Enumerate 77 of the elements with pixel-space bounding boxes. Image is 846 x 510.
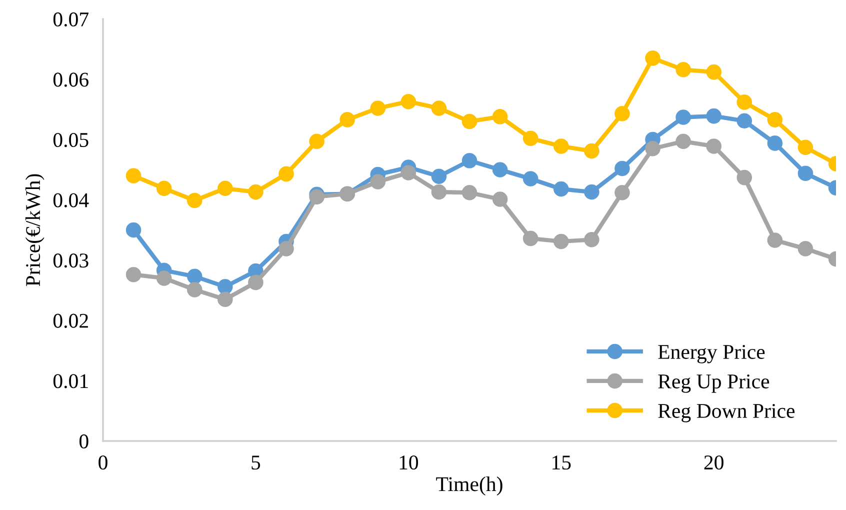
- point: [186, 192, 202, 208]
- x-tick-label: 15: [552, 456, 571, 470]
- point: [462, 153, 478, 168]
- point: [706, 138, 722, 154]
- y-tick-label: 0.05: [53, 132, 88, 148]
- point: [186, 268, 202, 284]
- point: [522, 230, 538, 246]
- point: [126, 266, 142, 282]
- point: [736, 94, 752, 110]
- y-tick-label: 0.01: [53, 374, 88, 388]
- point: [798, 140, 814, 156]
- point: [584, 184, 600, 200]
- legend-label: Energy Price: [658, 344, 765, 364]
- point: [218, 279, 233, 294]
- point: [218, 180, 233, 196]
- y-tick-label: 0.06: [53, 72, 88, 87]
- point: [248, 274, 264, 290]
- x-axis-title: Time(h): [436, 476, 502, 496]
- y-tick-label: 0.04: [53, 193, 89, 208]
- point: [706, 64, 722, 80]
- x-tick-label: 0: [98, 455, 108, 470]
- point: [126, 168, 142, 184]
- point: [798, 166, 814, 181]
- point: [553, 138, 569, 154]
- y-tick-label: 0.03: [53, 254, 88, 268]
- point: [522, 171, 538, 186]
- y-tick-label: 0: [79, 434, 88, 448]
- point: [767, 136, 783, 151]
- point: [676, 62, 691, 78]
- point: [553, 181, 569, 197]
- point: [676, 134, 691, 150]
- point: [492, 162, 508, 178]
- point: [431, 184, 447, 200]
- point: [706, 108, 722, 124]
- point: [370, 100, 386, 116]
- point: [370, 174, 386, 190]
- legend-label: Reg Up Price: [658, 374, 770, 393]
- point: [462, 184, 478, 200]
- point: [431, 100, 447, 116]
- point: [767, 112, 783, 128]
- point: [492, 192, 508, 207]
- point: [798, 241, 814, 256]
- point: [431, 168, 447, 184]
- point: [676, 110, 691, 125]
- point: [492, 109, 508, 124]
- point: [156, 180, 172, 196]
- point: [614, 106, 630, 122]
- point: [462, 114, 478, 130]
- point: [522, 130, 538, 146]
- point: [614, 160, 630, 176]
- point: [767, 232, 783, 248]
- point: [584, 143, 600, 159]
- point: [400, 165, 416, 180]
- point: [186, 282, 202, 298]
- point: [645, 140, 660, 156]
- x-tick-label: 20: [704, 455, 724, 470]
- legend-label: Reg Down Price: [658, 404, 795, 422]
- point: [278, 166, 294, 182]
- point: [218, 292, 233, 307]
- point: [126, 222, 142, 238]
- point: [309, 134, 324, 150]
- point: [553, 234, 569, 250]
- point: [400, 94, 416, 110]
- point: [584, 232, 600, 248]
- point: [278, 241, 294, 256]
- y-tick-label: 0.02: [53, 314, 88, 328]
- x-tick-label: 10: [400, 455, 418, 470]
- x-tick-label: 5: [252, 456, 260, 470]
- y-axis-title: Price(€/kWh): [25, 174, 44, 286]
- point: [614, 184, 630, 200]
- point: [736, 170, 752, 186]
- point: [736, 113, 752, 129]
- point: [248, 184, 264, 200]
- point: [340, 112, 355, 128]
- point: [156, 270, 172, 286]
- point: [645, 50, 660, 66]
- y-tick-label: 0.07: [53, 12, 89, 27]
